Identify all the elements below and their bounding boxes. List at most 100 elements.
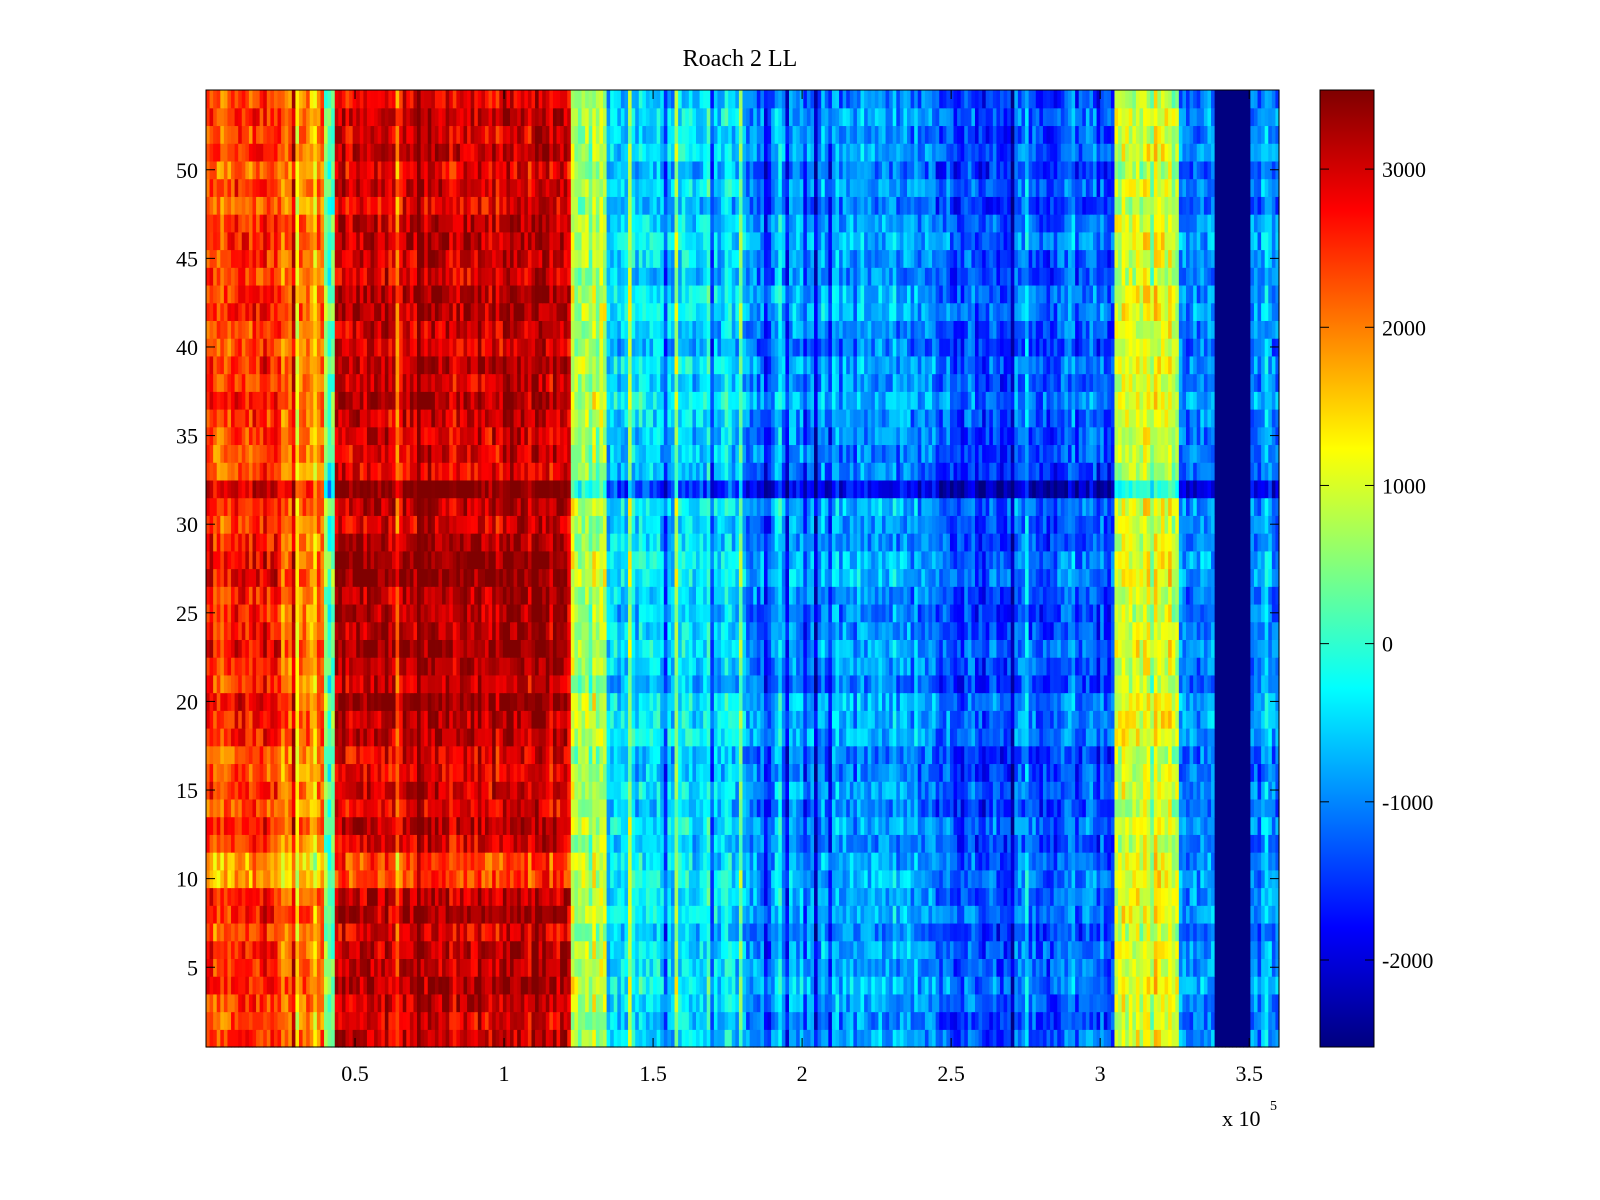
- heatmap-cell: [506, 905, 510, 923]
- heatmap-cell: [546, 976, 550, 994]
- heatmap-cell: [1165, 923, 1169, 941]
- heatmap-cell: [1147, 976, 1151, 994]
- heatmap-cell: [864, 976, 868, 994]
- heatmap-cell: [1125, 923, 1129, 941]
- heatmap-cell: [1258, 941, 1262, 959]
- heatmap-cell: [743, 1029, 747, 1047]
- heatmap-cell: [671, 976, 675, 994]
- heatmap-cell: [886, 1029, 890, 1047]
- heatmap-cell: [421, 1029, 425, 1047]
- heatmap-cell: [585, 888, 589, 906]
- heatmap-cell: [835, 1029, 839, 1047]
- heatmap-cell: [950, 888, 954, 906]
- heatmap-cell: [614, 923, 618, 941]
- heatmap-cell: [1093, 1029, 1097, 1047]
- heatmap-cell: [371, 1012, 375, 1030]
- heatmap-cell: [224, 923, 228, 941]
- heatmap-cell: [431, 958, 435, 976]
- heatmap-cell: [721, 994, 725, 1012]
- heatmap-cell: [1222, 923, 1226, 941]
- heatmap-cell: [574, 1012, 578, 1030]
- heatmap-cell: [1082, 923, 1086, 941]
- heatmap-cell: [353, 870, 357, 888]
- heatmap-cell: [438, 941, 442, 959]
- heatmap-cell: [1186, 994, 1190, 1012]
- heatmap-cell: [660, 976, 664, 994]
- heatmap-cell: [299, 905, 303, 923]
- heatmap-cell: [1154, 958, 1158, 976]
- heatmap-cell: [496, 923, 500, 941]
- heatmap-cell: [882, 958, 886, 976]
- heatmap-cell: [1161, 958, 1165, 976]
- heatmap-cell: [807, 1012, 811, 1030]
- heatmap-cell: [689, 958, 693, 976]
- heatmap-cell: [961, 976, 965, 994]
- heatmap-cell: [249, 994, 253, 1012]
- heatmap-cell: [431, 870, 435, 888]
- heatmap-cell: [245, 976, 249, 994]
- heatmap-cell: [1057, 905, 1061, 923]
- heatmap-cell: [925, 976, 929, 994]
- heatmap-cell: [1161, 888, 1165, 906]
- heatmap-cell: [431, 976, 435, 994]
- heatmap-cell: [399, 976, 403, 994]
- heatmap-cell: [603, 976, 607, 994]
- heatmap-cell: [1004, 888, 1008, 906]
- heatmap-cell: [1068, 976, 1072, 994]
- heatmap-cell: [481, 870, 485, 888]
- heatmap-cell: [886, 958, 890, 976]
- heatmap-cell: [456, 958, 460, 976]
- heatmap-cell: [721, 958, 725, 976]
- heatmap-cell: [599, 923, 603, 941]
- heatmap-cell: [667, 941, 671, 959]
- heatmap-cell: [371, 923, 375, 941]
- heatmap-cell: [743, 1012, 747, 1030]
- heatmap-cell: [599, 976, 603, 994]
- heatmap-cell: [306, 1012, 310, 1030]
- heatmap-cell: [782, 976, 786, 994]
- heatmap-cell: [410, 905, 414, 923]
- heatmap-cell: [1039, 1012, 1043, 1030]
- heatmap-cell: [571, 976, 575, 994]
- heatmap-cell: [424, 958, 428, 976]
- heatmap-cell: [878, 1029, 882, 1047]
- heatmap-cell: [564, 1029, 568, 1047]
- heatmap-cell: [1190, 994, 1194, 1012]
- heatmap-cell: [810, 941, 814, 959]
- heatmap-cell: [245, 941, 249, 959]
- heatmap-cell: [356, 1029, 360, 1047]
- heatmap-cell: [828, 905, 832, 923]
- heatmap-cell: [578, 1029, 582, 1047]
- heatmap-cell: [510, 870, 514, 888]
- heatmap-cell: [1136, 905, 1140, 923]
- heatmap-cell: [1168, 888, 1172, 906]
- heatmap-cell: [1021, 1012, 1025, 1030]
- heatmap-cell: [231, 1012, 235, 1030]
- heatmap-cell: [717, 870, 721, 888]
- heatmap-cell: [1215, 1029, 1219, 1047]
- heatmap-cell: [871, 994, 875, 1012]
- heatmap-cell: [961, 888, 965, 906]
- heatmap-cell: [324, 888, 328, 906]
- heatmap-cell: [410, 976, 414, 994]
- heatmap-cell: [603, 958, 607, 976]
- heatmap-cell: [911, 905, 915, 923]
- heatmap-cell: [1175, 905, 1179, 923]
- heatmap-cell: [539, 888, 543, 906]
- heatmap-cell: [381, 905, 385, 923]
- heatmap-cell: [1175, 1029, 1179, 1047]
- heatmap-cell: [753, 888, 757, 906]
- heatmap-cell: [853, 1029, 857, 1047]
- heatmap-cell: [914, 923, 918, 941]
- heatmap-cell: [1147, 905, 1151, 923]
- heatmap-cell: [843, 994, 847, 1012]
- heatmap-cell: [1025, 923, 1029, 941]
- heatmap-cell: [596, 1012, 600, 1030]
- heatmap-cell: [850, 1012, 854, 1030]
- heatmap-cell: [245, 958, 249, 976]
- heatmap-cell: [803, 1029, 807, 1047]
- heatmap-cell: [642, 1029, 646, 1047]
- heatmap-cell: [1118, 888, 1122, 906]
- heatmap-cell: [810, 976, 814, 994]
- heatmap-cell: [725, 1029, 729, 1047]
